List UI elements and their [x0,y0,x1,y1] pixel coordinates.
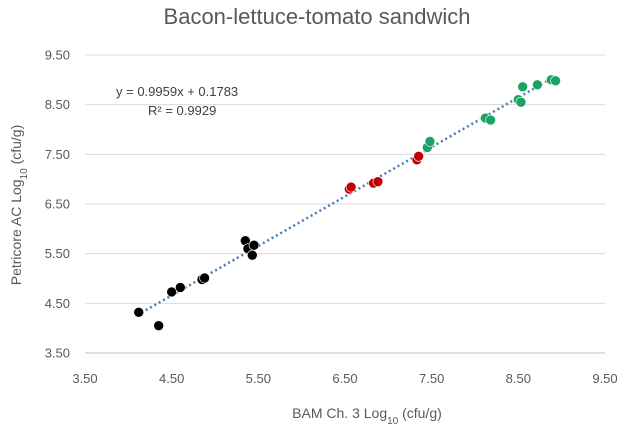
data-point [246,249,258,261]
x-axis-title-subscript: 10 [387,416,399,427]
data-point [413,151,424,162]
y-axis-title-main: Petricore AC Log [8,179,24,285]
x-tick-label: 6.50 [332,371,357,386]
data-point [550,75,561,87]
y-axis-title-subscript: 10 [19,168,30,180]
x-axis-title-units: (cfu/g) [398,405,442,421]
data-point [166,286,177,298]
trendline-equation: y = 0.9959x + 0.1783 [116,84,238,99]
y-tick-label: 9.50 [45,48,70,63]
data-point [424,136,436,147]
x-tick-label: 8.50 [506,371,531,386]
data-point [515,96,527,108]
gridlines [85,54,605,304]
y-tick-label: 7.50 [45,147,70,162]
y-axis-title: Petricore AC Log10 (cfu/g) [8,125,30,286]
data-point [248,239,260,251]
x-axis-title: BAM Ch. 3 Log10 (cfu/g) [292,405,442,427]
data-point [199,272,210,284]
data-point [517,81,528,93]
y-tick-label: 5.50 [45,246,70,261]
chart-title: Bacon-lettuce-tomato sandwich [164,4,471,29]
x-axis-title-main: BAM Ch. 3 Log [292,405,387,421]
y-tick-label: 3.50 [45,346,70,361]
data-point [133,306,145,318]
x-tick-label: 3.50 [72,371,97,386]
r-squared-label: R² = 0.9929 [148,103,216,118]
data-point [372,176,384,187]
data-point [532,79,543,91]
y-tick-label: 8.50 [45,97,70,112]
data-point [345,181,357,193]
x-tick-label: 9.50 [592,371,617,386]
tick-labels: 3.50 4.50 5.50 6.50 7.50 8.50 9.50 3.50 4.50 5.50… [45,48,618,387]
y-tick-label: 6.50 [45,197,70,212]
x-tick-label: 7.50 [419,371,444,386]
y-axis-title-units: (cfu/g) [8,125,24,169]
data-point [485,114,496,126]
data-point [175,282,186,293]
x-tick-label: 5.50 [246,371,271,386]
data-point [153,320,164,331]
x-tick-label: 4.50 [159,371,184,386]
data-points [133,74,561,331]
y-tick-label: 4.50 [45,296,70,311]
